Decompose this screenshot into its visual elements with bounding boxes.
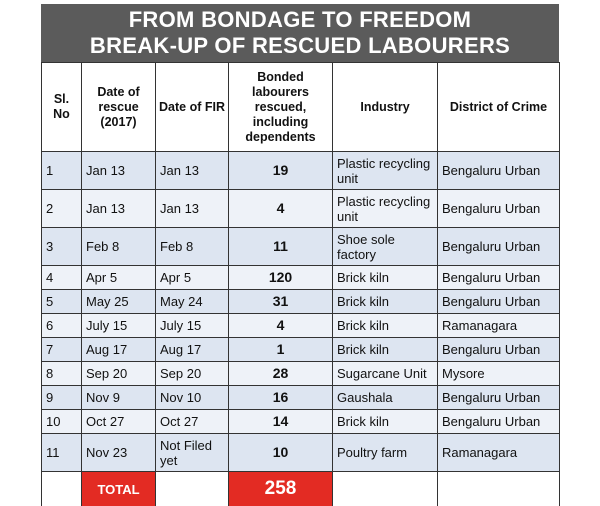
- table-row: 5 May 25 May 24 31 Brick kiln Bengaluru Urban: [41, 289, 560, 314]
- cell-date-of-fir: May 24: [155, 289, 229, 314]
- cell-date-of-rescue: Jan 13: [81, 189, 156, 228]
- cell-labourers-rescued: 28: [228, 361, 333, 386]
- cell-date-of-rescue: July 15: [81, 313, 156, 338]
- table-title: FROM BONDAGE TO FREEDOM BREAK-UP OF RESC…: [41, 4, 559, 62]
- cell-industry: Shoe sole factory: [332, 227, 438, 266]
- cell-industry: Brick kiln: [332, 289, 438, 314]
- header-sl-no: Sl. No: [41, 62, 82, 152]
- cell-industry: Brick kiln: [332, 337, 438, 362]
- title-line-1: FROM BONDAGE TO FREEDOM: [128, 7, 472, 32]
- cell-sl-no: 7: [41, 337, 82, 362]
- header-row: Sl. No Date of rescue (2017) Date of FIR…: [41, 62, 560, 152]
- total-spacer-2: [155, 471, 229, 506]
- cell-labourers-rescued: 14: [228, 409, 333, 434]
- table-row: 6 July 15 July 15 4 Brick kiln Ramanagara: [41, 313, 560, 338]
- total-spacer-3: [332, 471, 438, 506]
- title-line-2: BREAK-UP OF RESCUED LABOURERS: [89, 33, 511, 58]
- cell-labourers-rescued: 4: [228, 189, 333, 228]
- cell-sl-no: 8: [41, 361, 82, 386]
- table-row: 3 Feb 8 Feb 8 11 Shoe sole factory Bengaluru …: [41, 227, 560, 266]
- cell-sl-no: 9: [41, 385, 82, 410]
- table-row: 4 Apr 5 Apr 5 120 Brick kiln Bengaluru Urban: [41, 265, 560, 290]
- cell-district: Bengaluru Urban: [437, 337, 560, 362]
- cell-date-of-fir: July 15: [155, 313, 229, 338]
- cell-labourers-rescued: 11: [228, 227, 333, 266]
- total-label: TOTAL: [81, 471, 156, 506]
- header-bonded-labourers: Bonded labourers rescued, including depe…: [228, 62, 333, 152]
- cell-labourers-rescued: 120: [228, 265, 333, 290]
- cell-sl-no: 3: [41, 227, 82, 266]
- total-row: TOTAL 258: [41, 471, 560, 506]
- cell-date-of-rescue: Nov 9: [81, 385, 156, 410]
- header-district: District of Crime: [437, 62, 560, 152]
- cell-industry: Brick kiln: [332, 313, 438, 338]
- cell-district: Bengaluru Urban: [437, 151, 560, 190]
- header-date-of-rescue: Date of rescue (2017): [81, 62, 156, 152]
- cell-district: Bengaluru Urban: [437, 385, 560, 410]
- cell-date-of-fir: Aug 17: [155, 337, 229, 362]
- total-spacer-4: [437, 471, 560, 506]
- table-row: 11 Nov 23 Not Filed yet 10 Poultry farm Raman…: [41, 433, 560, 472]
- cell-sl-no: 1: [41, 151, 82, 190]
- cell-date-of-fir: Not Filed yet: [155, 433, 229, 472]
- cell-date-of-rescue: Oct 27: [81, 409, 156, 434]
- header-industry: Industry: [332, 62, 438, 152]
- cell-industry: Brick kiln: [332, 409, 438, 434]
- table-row: 2 Jan 13 Jan 13 4 Plastic recycling unit Beng…: [41, 189, 560, 228]
- cell-district: Bengaluru Urban: [437, 227, 560, 266]
- cell-labourers-rescued: 31: [228, 289, 333, 314]
- cell-district: Bengaluru Urban: [437, 189, 560, 228]
- table-body: 1 Jan 13 Jan 13 19 Plastic recycling unit Ben…: [41, 151, 560, 472]
- cell-labourers-rescued: 19: [228, 151, 333, 190]
- cell-district: Bengaluru Urban: [437, 289, 560, 314]
- cell-labourers-rescued: 10: [228, 433, 333, 472]
- cell-labourers-rescued: 1: [228, 337, 333, 362]
- header-date-of-fir: Date of FIR: [155, 62, 229, 152]
- cell-industry: Poultry farm: [332, 433, 438, 472]
- cell-industry: Gaushala: [332, 385, 438, 410]
- cell-sl-no: 11: [41, 433, 82, 472]
- cell-district: Bengaluru Urban: [437, 265, 560, 290]
- cell-date-of-fir: Feb 8: [155, 227, 229, 266]
- rescued-labourers-table-card: FROM BONDAGE TO FREEDOM BREAK-UP OF RESC…: [41, 4, 560, 506]
- cell-sl-no: 5: [41, 289, 82, 314]
- rescued-labourers-table: Sl. No Date of rescue (2017) Date of FIR…: [41, 62, 560, 506]
- table-row: 1 Jan 13 Jan 13 19 Plastic recycling unit Ben…: [41, 151, 560, 190]
- cell-date-of-fir: Jan 13: [155, 189, 229, 228]
- cell-district: Mysore: [437, 361, 560, 386]
- table-row: 9 Nov 9 Nov 10 16 Gaushala Bengaluru Urban: [41, 385, 560, 410]
- table-row: 7 Aug 17 Aug 17 1 Brick kiln Bengaluru Urban: [41, 337, 560, 362]
- cell-date-of-rescue: Sep 20: [81, 361, 156, 386]
- cell-date-of-rescue: Aug 17: [81, 337, 156, 362]
- table-row: 8 Sep 20 Sep 20 28 Sugarcane Unit Mysore: [41, 361, 560, 386]
- cell-industry: Plastic recycling unit: [332, 151, 438, 190]
- cell-date-of-fir: Sep 20: [155, 361, 229, 386]
- total-spacer-1: [41, 471, 82, 506]
- cell-labourers-rescued: 16: [228, 385, 333, 410]
- cell-date-of-fir: Nov 10: [155, 385, 229, 410]
- cell-district: Bengaluru Urban: [437, 409, 560, 434]
- cell-date-of-fir: Jan 13: [155, 151, 229, 190]
- cell-labourers-rescued: 4: [228, 313, 333, 338]
- cell-industry: Sugarcane Unit: [332, 361, 438, 386]
- cell-date-of-rescue: Nov 23: [81, 433, 156, 472]
- cell-date-of-rescue: Apr 5: [81, 265, 156, 290]
- cell-sl-no: 2: [41, 189, 82, 228]
- cell-sl-no: 10: [41, 409, 82, 434]
- cell-sl-no: 6: [41, 313, 82, 338]
- cell-district: Ramanagara: [437, 433, 560, 472]
- table-row: 10 Oct 27 Oct 27 14 Brick kiln Bengaluru Urba…: [41, 409, 560, 434]
- total-value: 258: [228, 471, 333, 506]
- cell-date-of-rescue: Jan 13: [81, 151, 156, 190]
- cell-industry: Plastic recycling unit: [332, 189, 438, 228]
- cell-date-of-fir: Apr 5: [155, 265, 229, 290]
- cell-industry: Brick kiln: [332, 265, 438, 290]
- cell-district: Ramanagara: [437, 313, 560, 338]
- cell-date-of-rescue: May 25: [81, 289, 156, 314]
- cell-date-of-rescue: Feb 8: [81, 227, 156, 266]
- cell-sl-no: 4: [41, 265, 82, 290]
- cell-date-of-fir: Oct 27: [155, 409, 229, 434]
